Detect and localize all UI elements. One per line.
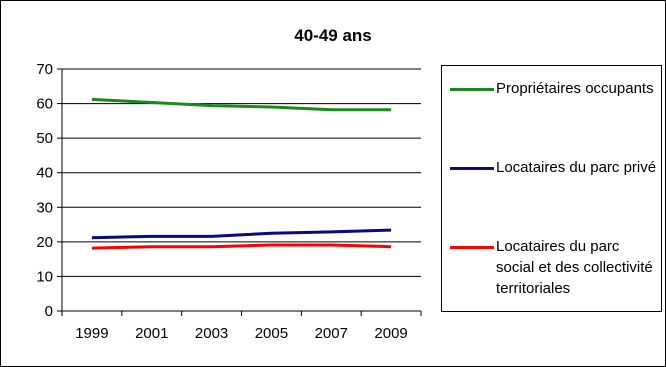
y-tick-label-20: 20 [36, 234, 53, 251]
series-line-0 [91, 97, 392, 112]
y-tick-label-30: 30 [36, 199, 53, 216]
legend: Propriétaires occupants Locataires du pa… [441, 65, 662, 312]
y-tick-label-40: 40 [36, 165, 53, 182]
y-tick-label-60: 60 [36, 96, 53, 113]
x-tick-label-2007: 2007 [315, 325, 348, 342]
y-tick-label-50: 50 [36, 130, 53, 147]
y-tick-label-10: 10 [36, 268, 53, 285]
y-tick-label-70: 70 [36, 61, 53, 78]
x-tick-label-2003: 2003 [195, 325, 228, 342]
chart-title: 40-49 ans [294, 26, 372, 45]
legend-swatch-proprietaires [450, 88, 494, 91]
legend-swatch-parc-social [450, 246, 494, 249]
x-tick-label-2005: 2005 [255, 325, 288, 342]
legend-label-parc-prive: Locataires du parc privé [496, 159, 657, 176]
legend-label-parc-social: Locataires du parc social et des collect… [496, 238, 653, 297]
x-tick-label-2009: 2009 [374, 325, 407, 342]
legend-swatch-parc-prive [450, 167, 494, 170]
y-tick-label-0: 0 [45, 303, 53, 320]
series-line-2 [91, 243, 392, 250]
legend-label-proprietaires: Propriétaires occupants [496, 80, 654, 97]
x-tick-label-1999: 1999 [75, 325, 108, 342]
x-tick-label-2001: 2001 [135, 325, 168, 342]
series-line-1 [91, 228, 392, 240]
